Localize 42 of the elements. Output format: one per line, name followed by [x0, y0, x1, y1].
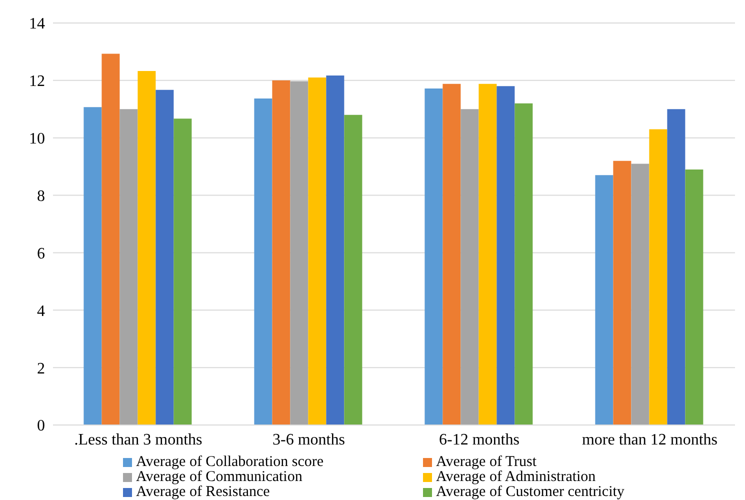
x-tick-label: more than 12 months — [582, 431, 718, 448]
y-tick-label: 6 — [37, 245, 45, 262]
y-tick-label: 8 — [37, 188, 45, 205]
bar — [595, 175, 614, 425]
bar — [424, 88, 443, 425]
legend-label: Average of Customer centricity — [436, 484, 624, 500]
bar — [344, 114, 362, 425]
bar — [631, 164, 650, 425]
bar — [308, 78, 326, 425]
bar — [326, 76, 344, 425]
bar — [254, 98, 272, 425]
legend-label: Average of Communication — [136, 469, 302, 485]
bar — [649, 129, 668, 425]
y-tick-label: 12 — [29, 73, 45, 90]
bar — [156, 90, 174, 425]
bar — [84, 107, 102, 425]
y-tick-label: 2 — [37, 360, 45, 378]
bar — [174, 118, 192, 425]
bar — [120, 109, 138, 425]
y-tick-label: 10 — [29, 130, 45, 148]
legend-label: Average of Collaboration score — [136, 454, 324, 470]
bar — [685, 169, 704, 425]
bar — [102, 54, 120, 425]
bar — [442, 84, 461, 425]
bar — [272, 80, 290, 425]
x-tick-label: .Less than 3 months — [74, 431, 202, 448]
legend-label: Average of Administration — [436, 469, 596, 485]
bar — [613, 160, 632, 425]
legend-label: Average of Resistance — [136, 484, 270, 500]
legend-label: Average of Trust — [436, 454, 537, 470]
y-tick-label: 14 — [29, 16, 45, 33]
x-tick-label: 6-12 months — [439, 431, 520, 448]
y-tick-label: 0 — [37, 418, 45, 435]
bar — [514, 103, 533, 425]
bar — [460, 109, 479, 425]
bar — [478, 84, 497, 425]
bar — [496, 86, 515, 425]
y-tick-label: 4 — [37, 302, 45, 320]
x-tick-label: 3-6 months — [272, 431, 345, 448]
bar — [138, 70, 156, 425]
bar — [667, 109, 686, 425]
bar — [290, 81, 308, 425]
